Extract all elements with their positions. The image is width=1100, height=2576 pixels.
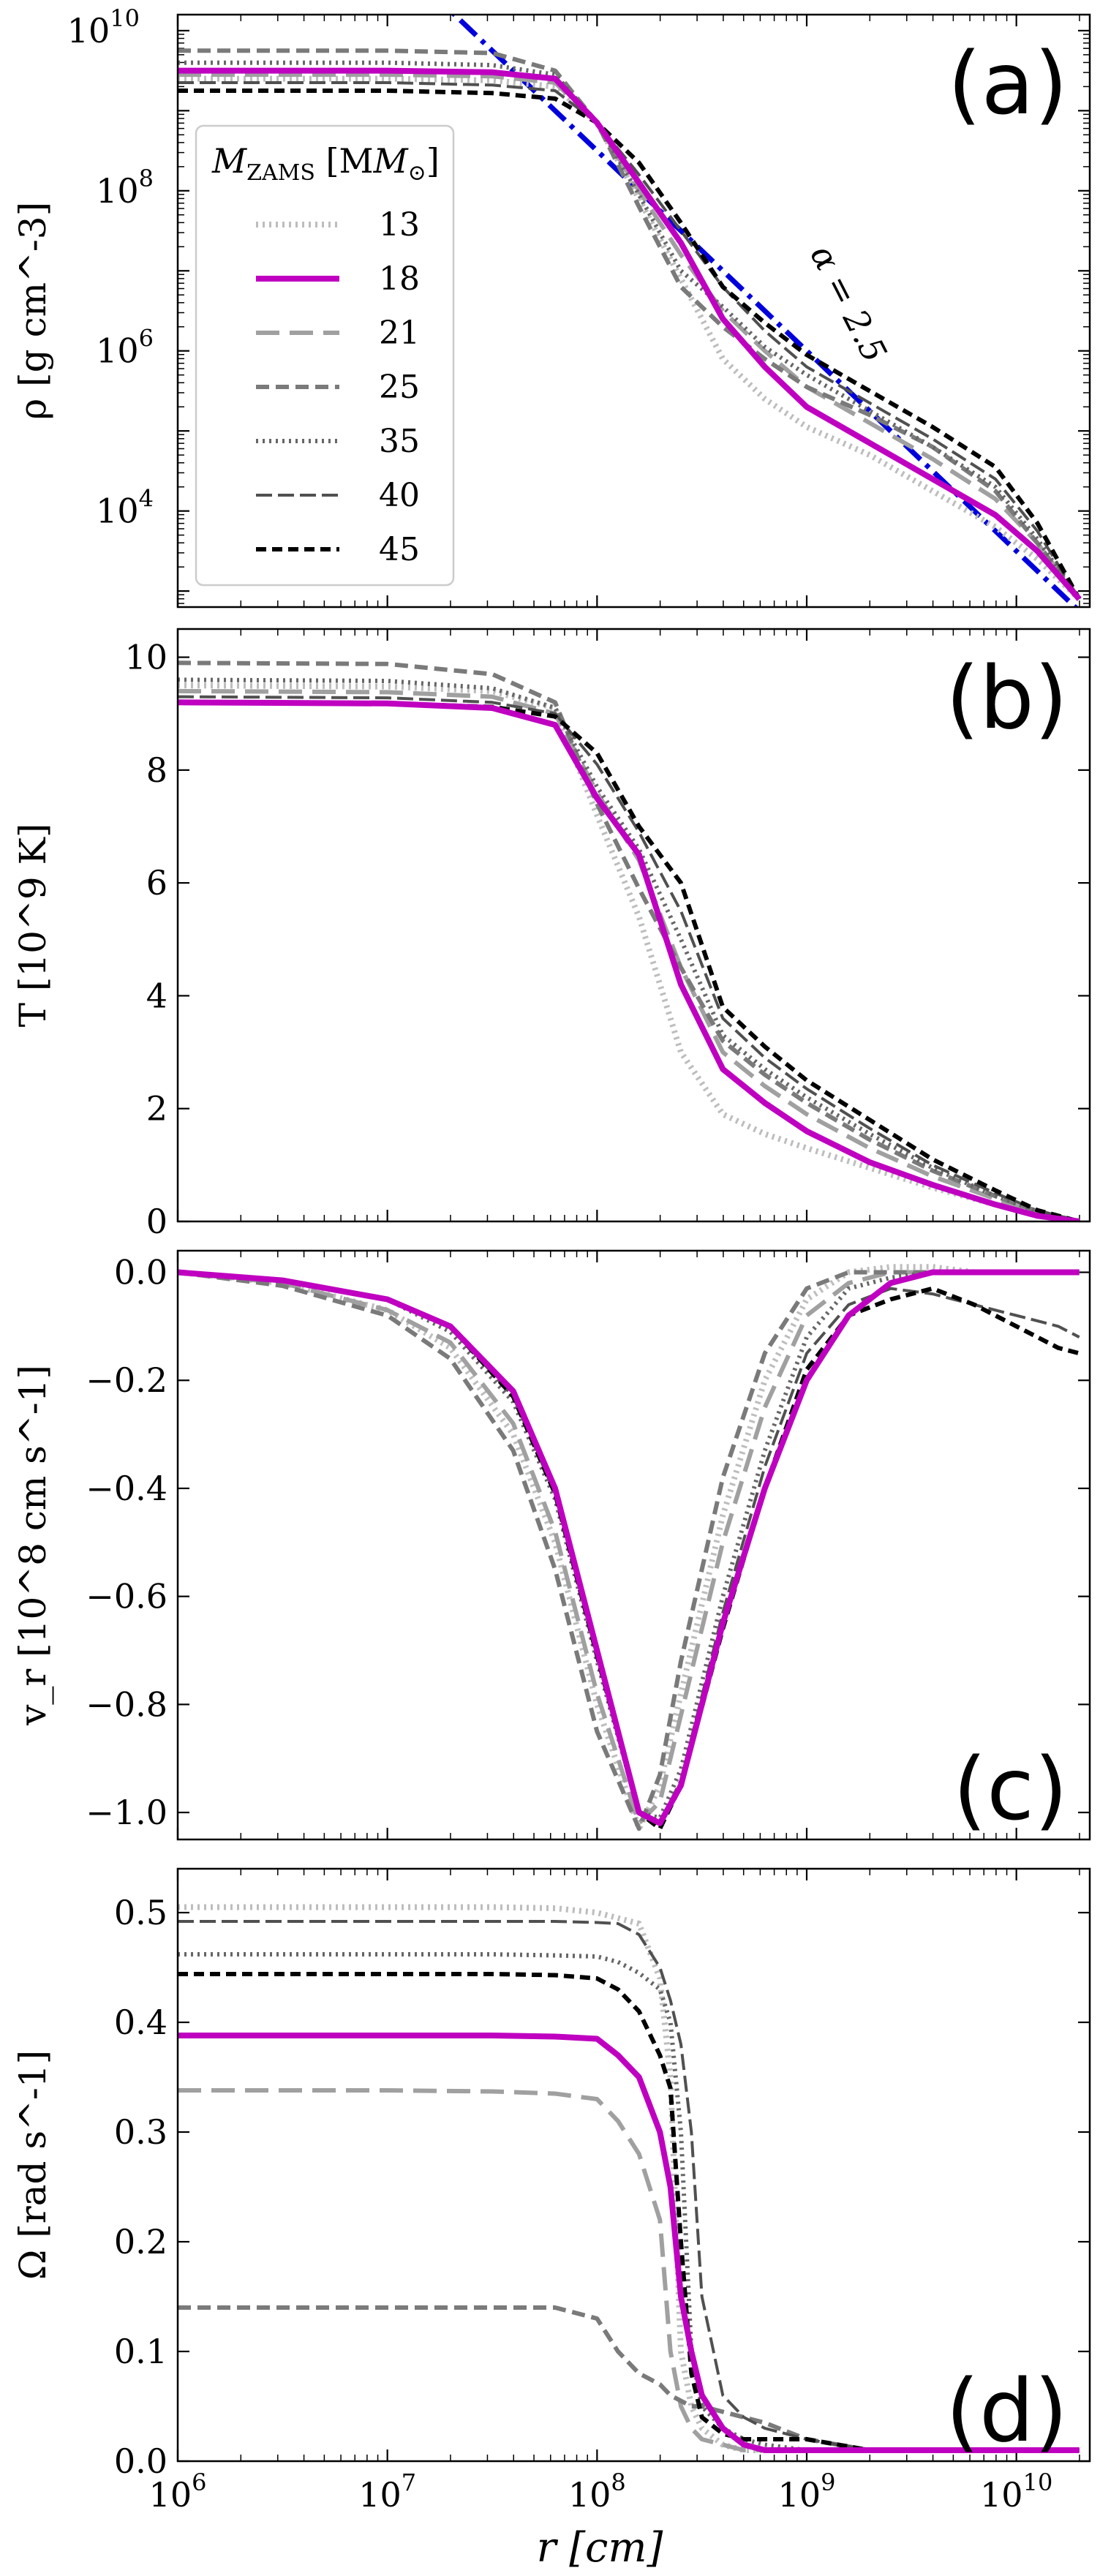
x-tick-label: 107 <box>358 2468 416 2515</box>
series-line-21 <box>178 2088 1080 2452</box>
legend: MZAMS [MM⊙] 13 18 21 25 35 40 45 <box>195 124 455 587</box>
y-tick-label: 104 <box>96 485 154 531</box>
panel-b: 0 2 4 6 8 10 (b) T [10^9 K] <box>12 628 1091 1241</box>
series-line-45 <box>178 1270 1080 1831</box>
series-line-18 <box>178 67 1082 601</box>
x-axis-label-text: r [cm] <box>537 2524 663 2572</box>
y-tick-label: 8 <box>146 750 167 790</box>
y-tick-label: 4 <box>146 976 167 1015</box>
y-ticks: 0.0 −0.2 −0.4 −0.6 −0.8 −1.0 <box>86 1253 1090 1832</box>
series-line-45 <box>178 88 1082 600</box>
series-group <box>178 1264 1080 1832</box>
series-line-35 <box>178 1270 1080 1820</box>
y-tick-label: −0.6 <box>86 1577 167 1616</box>
y-tick-label: 2 <box>146 1089 167 1129</box>
y-axis-label: T [10^9 K] <box>12 824 54 1028</box>
y-tick-label: 0.2 <box>114 2222 167 2261</box>
y-tick-label: 0.4 <box>114 2003 167 2042</box>
y-tick-label: −0.2 <box>86 1360 167 1400</box>
x-ticks <box>176 1251 1080 1839</box>
y-tick-label: −0.4 <box>86 1469 167 1508</box>
y-tick-label: 6 <box>146 863 167 903</box>
panel-label: (c) <box>953 1739 1068 1839</box>
axes-frame <box>176 1867 1091 2463</box>
series-line-13 <box>178 682 1080 1221</box>
legend-label-25: 25 <box>379 369 420 406</box>
axes-frame <box>176 628 1091 1223</box>
panel-label: (d) <box>946 2360 1068 2461</box>
series-line-21 <box>178 1270 1080 1826</box>
panel-a: 104 106 108 1010 α = 2.5 (a) ρ [g cm^-3] <box>12 4 1091 609</box>
x-tick-label: 109 <box>778 2468 836 2515</box>
panel-label: (b) <box>946 647 1068 748</box>
series-group <box>178 15 1082 607</box>
y-tick-label: 0.3 <box>114 2112 167 2152</box>
legend-box <box>195 124 455 587</box>
legend-label-35: 35 <box>379 423 420 460</box>
y-axis-label: v_r [10^8 cm s^-1] <box>12 1365 54 1726</box>
series-line-45 <box>178 700 1080 1221</box>
series-line-18 <box>178 1269 1080 1826</box>
y-axis-label: ρ [g cm^-3] <box>12 202 54 420</box>
y-tick-label: 108 <box>96 165 154 211</box>
x-tick-label: 1010 <box>980 2468 1052 2515</box>
legend-label-45: 45 <box>379 531 420 568</box>
y-tick-label: −1.0 <box>86 1793 167 1832</box>
y-tick-label: 0.5 <box>114 1893 167 1932</box>
series-line-45 <box>178 1972 1080 2452</box>
series-line-35 <box>178 60 1082 600</box>
x-ticks: 106 107 108 109 1010 <box>149 1869 1080 2515</box>
reference-slope-label: α = 2.5 <box>802 238 894 369</box>
series-line-21 <box>178 688 1080 1221</box>
series-group <box>178 660 1080 1221</box>
series-line-35 <box>178 1952 1080 2452</box>
legend-title: MZAMS [MM⊙] <box>211 141 440 186</box>
x-axis-label: r [cm] <box>537 2524 663 2572</box>
series-line-40 <box>178 695 1080 1221</box>
series-line-18 <box>178 699 1080 1221</box>
series-line-25 <box>178 2305 1080 2452</box>
x-tick-label: 108 <box>568 2468 626 2515</box>
axes-frame <box>176 1249 1091 1841</box>
y-tick-label: 0.1 <box>114 2332 167 2371</box>
series-line-13 <box>178 1904 1080 2453</box>
series-line-25 <box>178 48 1082 600</box>
legend-label-40: 40 <box>379 477 420 514</box>
y-ticks: 0.0 0.1 0.2 0.3 0.4 0.5 <box>114 1893 1090 2481</box>
series-line-35 <box>178 677 1080 1221</box>
y-ticks: 0 2 4 6 8 10 <box>124 638 1090 1241</box>
series-line-25 <box>178 660 1080 1221</box>
axes-frame <box>176 13 1091 609</box>
panel-c: 0.0 −0.2 −0.4 −0.6 −0.8 −1.0 (c) v_r [10^8 cm s… <box>12 1249 1091 1841</box>
series-line-18 <box>178 2033 1080 2453</box>
x-ticks <box>176 629 1080 1221</box>
y-tick-label: 0.0 <box>114 2441 167 2481</box>
y-ticks: 104 106 108 1010 <box>67 4 1090 604</box>
legend-label-13: 13 <box>379 206 420 244</box>
series-line-13 <box>178 1264 1080 1832</box>
y-axis-label: Ω [rad s^-1] <box>12 2050 54 2280</box>
legend-label-21: 21 <box>379 315 420 352</box>
series-line-40 <box>178 1270 1080 1825</box>
y-tick-label: −0.8 <box>86 1684 167 1724</box>
x-ticks <box>176 15 1080 607</box>
y-tick-label: 1010 <box>67 4 140 50</box>
series-group <box>178 1904 1080 2453</box>
y-tick-label: 0.0 <box>114 1253 167 1292</box>
y-tick-label: 10 <box>124 638 167 677</box>
y-tick-label: 106 <box>96 325 154 371</box>
legend-label-18: 18 <box>379 260 420 298</box>
series-line-21 <box>178 72 1082 600</box>
panel-label: (a) <box>948 33 1068 134</box>
y-tick-label: 0 <box>146 1202 167 1241</box>
series-line-25 <box>178 1270 1080 1831</box>
